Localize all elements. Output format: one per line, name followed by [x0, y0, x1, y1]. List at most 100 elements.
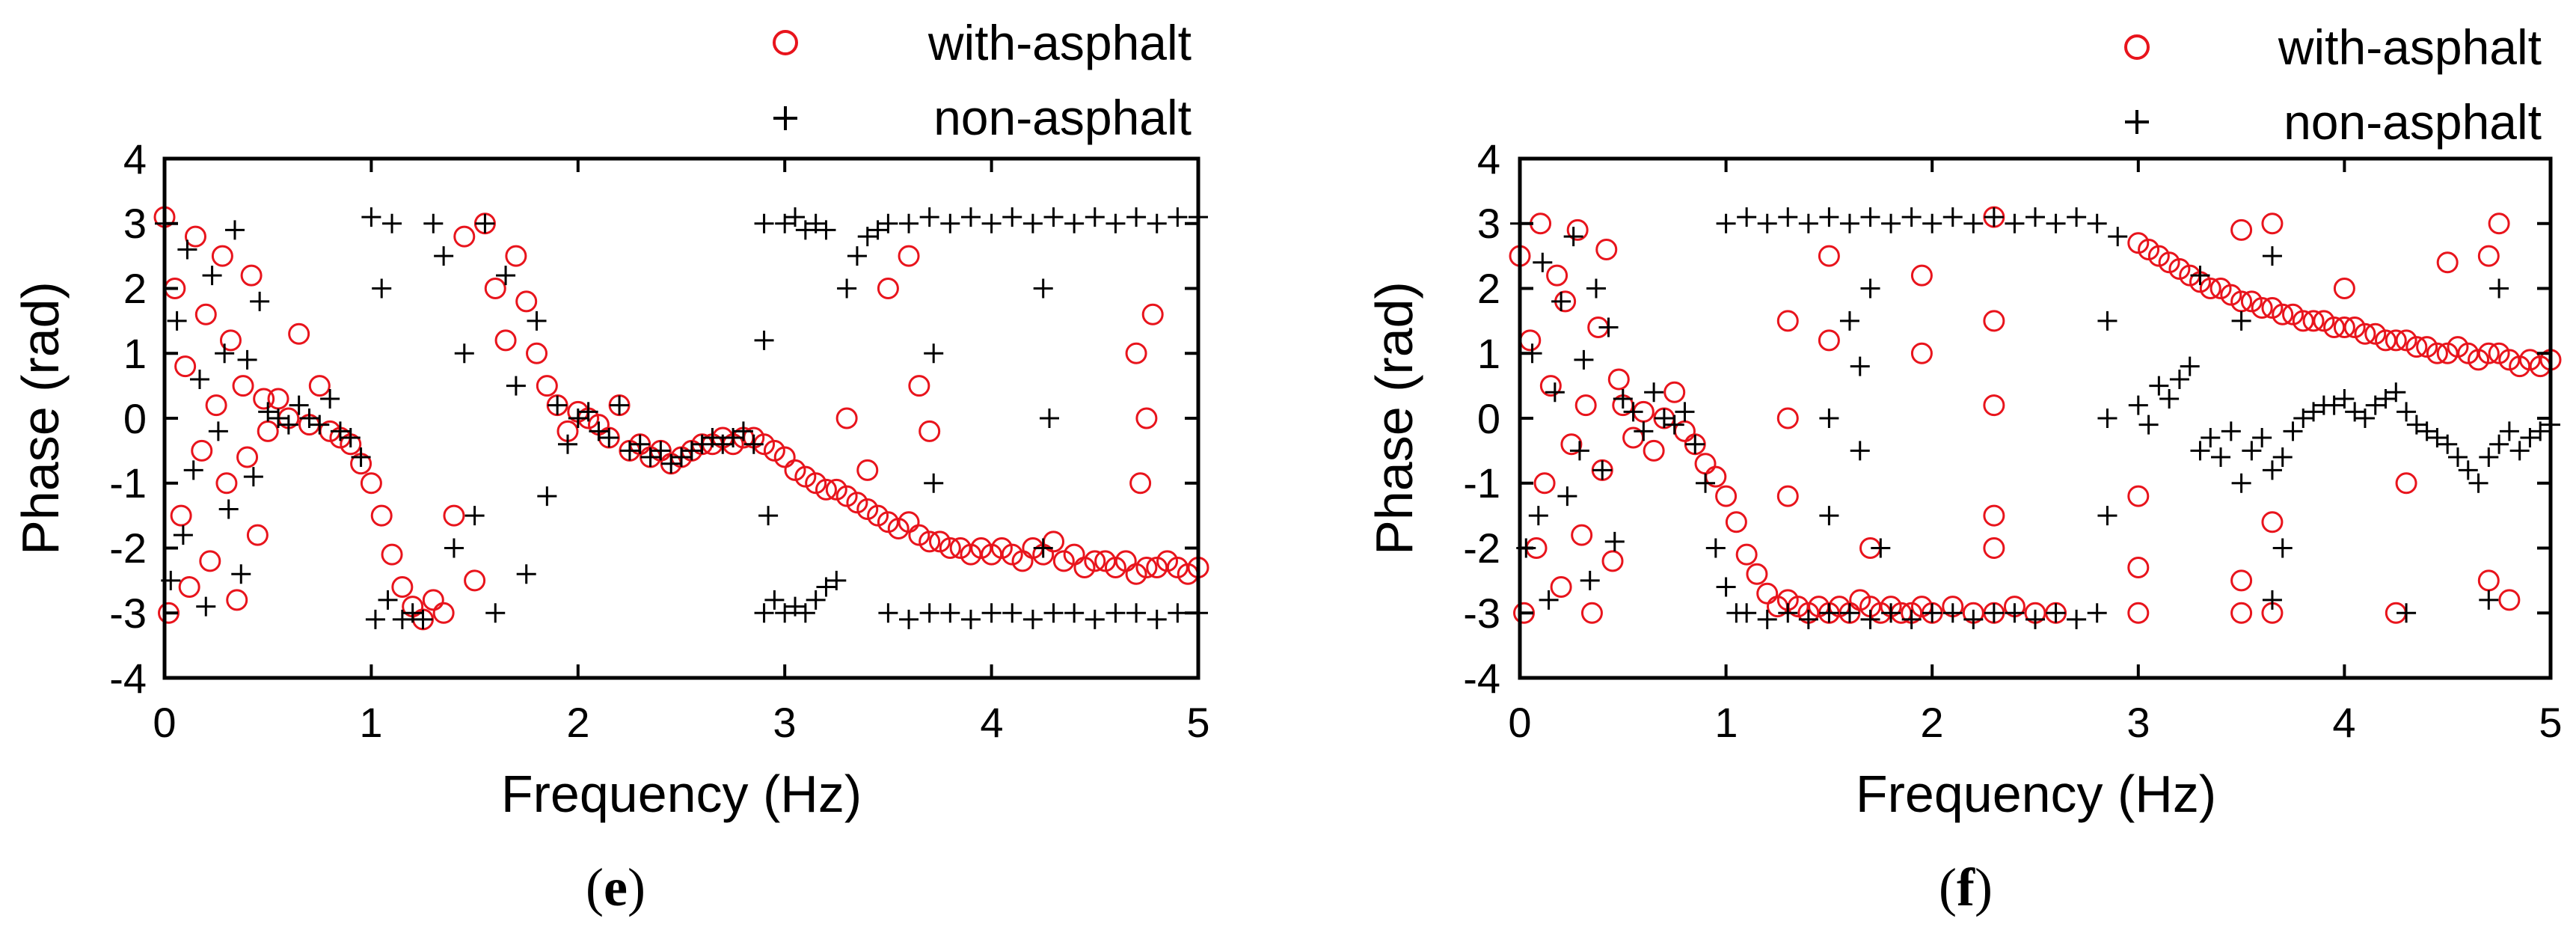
point-with-asphalt: [2292, 310, 2314, 332]
point-with-asphalt: [240, 264, 263, 287]
point-with-asphalt: [1135, 557, 1158, 579]
point-non-asphalt: [423, 213, 444, 233]
point-non-asphalt: [1819, 506, 1839, 526]
point-non-asphalt: [2468, 473, 2488, 493]
xtick-label: 3: [773, 699, 796, 746]
point-non-asphalt: [2097, 311, 2117, 331]
point-with-asphalt: [391, 576, 414, 599]
point-non-asphalt: [2334, 388, 2355, 409]
legend-label-non-asphalt: non-asphalt: [933, 90, 1192, 145]
point-non-asphalt: [475, 213, 495, 233]
legend-label-with-asphalt: with-asphalt: [2278, 19, 2542, 75]
point-non-asphalt: [258, 402, 278, 422]
point-non-asphalt: [775, 603, 795, 623]
point-non-asphalt: [351, 447, 371, 468]
point-non-asphalt: [785, 596, 806, 617]
point-non-asphalt: [2499, 421, 2519, 441]
point-non-asphalt: [1604, 531, 1625, 551]
point-with-asphalt: [2375, 329, 2397, 352]
point-non-asphalt: [506, 376, 526, 396]
point-non-asphalt: [1839, 311, 1859, 331]
point-non-asphalt: [1963, 609, 1984, 629]
point-with-asphalt: [1983, 504, 2005, 527]
point-non-asphalt: [496, 266, 516, 286]
point-with-asphalt: [253, 388, 275, 410]
point-non-asphalt: [2509, 441, 2530, 461]
point-with-asphalt: [2477, 245, 2500, 267]
point-with-asphalt: [191, 439, 213, 462]
point-with-asphalt: [1601, 550, 1624, 572]
xtick-label: 2: [566, 699, 589, 746]
point-non-asphalt: [795, 220, 815, 240]
point-non-asphalt: [2262, 460, 2282, 480]
xtick-label: 1: [1714, 699, 1738, 746]
point-non-asphalt: [1705, 538, 1726, 558]
point-non-asphalt: [619, 441, 640, 461]
legend-circle-marker: [773, 30, 798, 55]
point-non-asphalt: [2221, 421, 2241, 441]
point-non-asphalt: [599, 428, 619, 448]
point-with-asphalt: [370, 504, 393, 527]
point-non-asphalt: [2252, 428, 2272, 448]
point-with-asphalt: [1818, 245, 1840, 267]
point-with-asphalt: [1519, 329, 1542, 352]
point-non-asphalt: [2005, 603, 2025, 623]
point-non-asphalt: [1126, 207, 1147, 227]
point-with-asphalt: [919, 420, 941, 442]
point-non-asphalt: [2376, 388, 2396, 409]
point-non-asphalt: [713, 434, 733, 454]
point-with-asphalt: [2354, 322, 2376, 345]
point-non-asphalt: [960, 207, 981, 227]
point-non-asphalt: [692, 434, 712, 454]
point-non-asphalt: [2159, 388, 2180, 409]
point-non-asphalt: [981, 603, 1002, 623]
point-with-asphalt: [2127, 485, 2150, 507]
plot-area-points: [1509, 206, 2562, 629]
point-non-asphalt: [2211, 447, 2231, 468]
point-with-asphalt: [1566, 218, 1589, 241]
point-with-asphalt: [2477, 342, 2500, 364]
point-non-asphalt: [2025, 207, 2045, 227]
point-with-asphalt: [2436, 251, 2459, 274]
point-non-asphalt: [2097, 506, 2117, 526]
point-non-asphalt: [1871, 538, 1891, 558]
point-non-asphalt: [2406, 415, 2426, 435]
point-non-asphalt: [1043, 207, 1064, 227]
legend-label-non-asphalt: non-asphalt: [2284, 94, 2542, 150]
point-non-asphalt: [940, 213, 960, 233]
point-non-asphalt: [1860, 278, 1880, 299]
point-non-asphalt: [754, 603, 774, 623]
point-non-asphalt: [189, 369, 209, 389]
x-axis-label: Frequency (Hz): [501, 765, 862, 823]
point-non-asphalt: [847, 246, 867, 266]
point-with-asphalt: [1560, 433, 1583, 456]
ytick-label: 0: [123, 395, 147, 442]
point-non-asphalt: [1002, 207, 1022, 227]
point-non-asphalt: [434, 246, 454, 266]
point-with-asphalt: [2498, 589, 2521, 611]
point-with-asphalt: [1550, 576, 1572, 599]
point-with-asphalt: [1983, 394, 2005, 417]
point-non-asphalt: [1963, 213, 1984, 233]
point-non-asphalt: [795, 603, 815, 623]
point-non-asphalt: [413, 609, 433, 629]
point-non-asphalt: [651, 441, 671, 461]
point-with-asphalt: [1141, 303, 1164, 325]
tick-marks: [163, 157, 1200, 679]
point-with-asphalt: [526, 342, 548, 364]
ytick-label: -4: [1463, 655, 1500, 702]
point-non-asphalt: [1737, 603, 1757, 623]
point-non-asphalt: [1798, 213, 1818, 233]
point-non-asphalt: [940, 603, 960, 623]
point-non-asphalt: [365, 609, 385, 629]
point-non-asphalt: [382, 213, 402, 233]
point-non-asphalt: [2005, 213, 2025, 233]
point-non-asphalt: [2293, 409, 2313, 428]
point-with-asphalt: [1776, 407, 1799, 429]
point-with-asphalt: [2405, 336, 2428, 358]
point-non-asphalt: [289, 395, 309, 415]
point-with-asphalt: [2230, 290, 2253, 313]
panel-label: (f): [1939, 857, 1993, 917]
point-with-asphalt: [257, 420, 279, 442]
point-non-asphalt: [702, 428, 723, 448]
